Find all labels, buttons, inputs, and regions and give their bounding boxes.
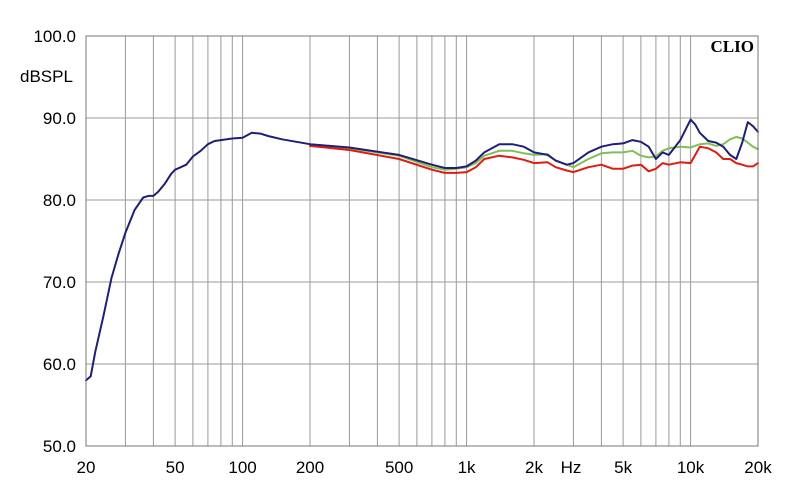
x-axis-label: Hz: [561, 458, 582, 477]
x-tick-label: 20k: [744, 458, 772, 477]
x-tick-label: 10k: [677, 458, 705, 477]
x-tick-label: 1k: [458, 458, 476, 477]
clio-logo: CLIO: [711, 37, 754, 56]
x-tick-label: 50: [166, 458, 185, 477]
y-tick-label: 80.0: [43, 191, 76, 210]
y-axis-label: dBSPL: [20, 67, 73, 86]
series-line-1: [85, 118, 759, 382]
x-tick-labels: 20 50 100 200 500 1k 2k 5k 10k 20k: [77, 458, 773, 477]
y-tick-label: 50.0: [43, 437, 76, 456]
y-tick-label: 90.0: [43, 109, 76, 128]
x-tick-label: 2k: [525, 458, 543, 477]
y-tick-label: 70.0: [43, 273, 76, 292]
y-tick-label: 60.0: [43, 355, 76, 374]
x-tick-label: 100: [228, 458, 256, 477]
series-layer: [85, 118, 759, 382]
x-tick-label: 500: [385, 458, 413, 477]
series-line-2: [309, 144, 759, 174]
grid: [86, 36, 758, 446]
x-tick-label: 5k: [614, 458, 632, 477]
y-tick-label: 100.0: [33, 27, 76, 46]
y-tick-labels: 50.0 60.0 70.0 80.0 90.0 100.0: [33, 27, 76, 456]
x-tick-label: 20: [77, 458, 96, 477]
plot-background: [86, 36, 758, 446]
plot-frame: [85, 35, 759, 447]
x-tick-label: 200: [296, 458, 324, 477]
